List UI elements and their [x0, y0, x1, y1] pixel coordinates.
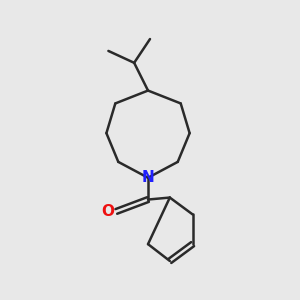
- Text: O: O: [101, 204, 114, 219]
- Text: N: N: [142, 170, 154, 185]
